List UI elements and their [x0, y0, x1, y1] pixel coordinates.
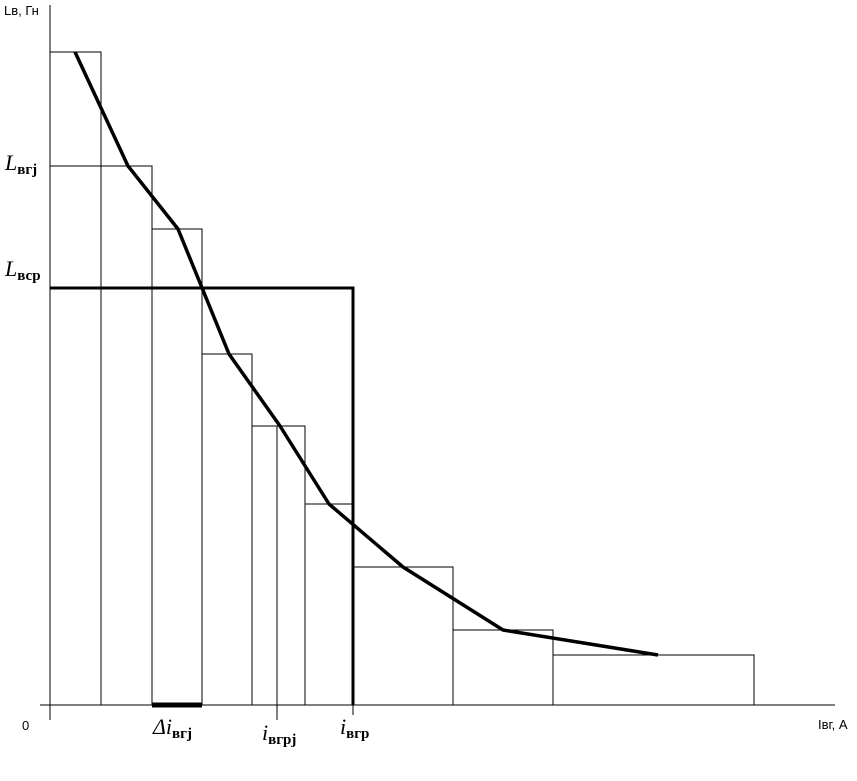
subscript: вгрj [268, 732, 296, 748]
origin-label: 0 [22, 718, 29, 733]
symbol: L [4, 150, 17, 175]
symbol: L [4, 256, 17, 281]
label: iвгр [340, 714, 369, 742]
step [353, 566, 454, 705]
subscript: вгj [172, 726, 192, 742]
symbol: i [262, 720, 268, 745]
label: Δiвгj [152, 714, 192, 742]
step [152, 228, 203, 705]
curve [73, 51, 659, 657]
symbol: i [340, 714, 346, 739]
step [202, 353, 253, 705]
subscript: вср [17, 268, 40, 284]
step [453, 629, 554, 705]
symbol: Δi [152, 714, 172, 739]
frame [40, 5, 835, 720]
step [50, 51, 102, 705]
step [252, 425, 306, 705]
mean-line [50, 286, 355, 705]
x-axis-label: Iвг, А [818, 717, 848, 732]
step [50, 165, 153, 705]
subscript: вгр [346, 726, 369, 742]
label: iвгрj [262, 720, 296, 748]
label: Lвср [4, 256, 41, 284]
step [305, 503, 354, 705]
subscript: вгj [17, 162, 37, 178]
y-axis-label: Lв, Гн [4, 3, 39, 18]
step [553, 654, 755, 705]
label: Lвгj [4, 150, 37, 178]
